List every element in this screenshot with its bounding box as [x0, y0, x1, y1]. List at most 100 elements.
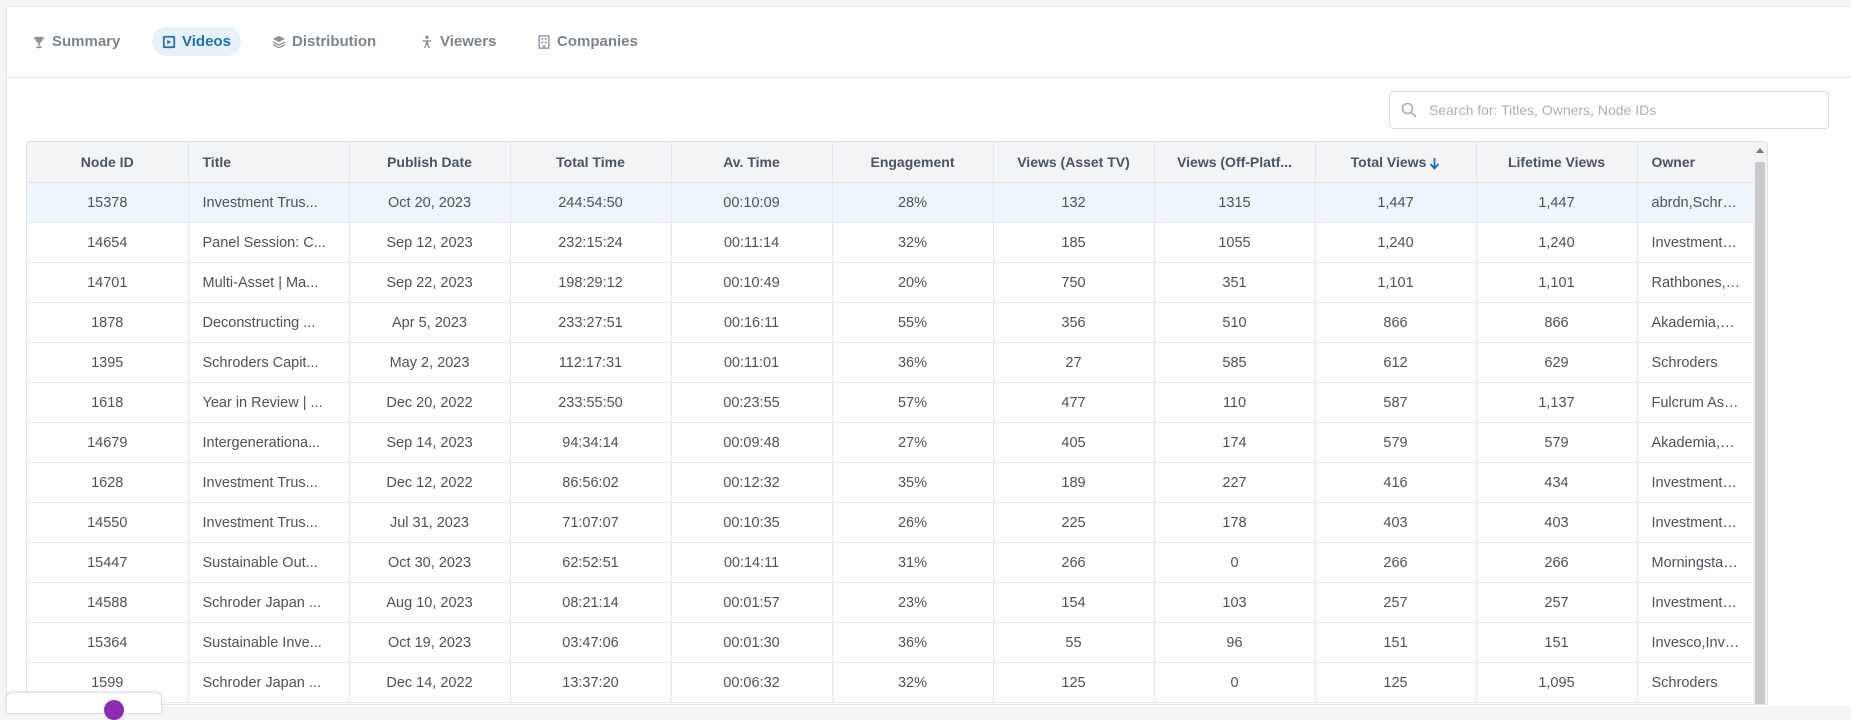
- chat-widget-tab[interactable]: [6, 692, 162, 720]
- table-row[interactable]: 14679 Intergenerationa... Sep 14, 2023 94:3…: [27, 422, 1756, 463]
- cell-views-asset-tv: 405: [993, 422, 1155, 463]
- cell-total-time: 94:34:14: [510, 422, 672, 463]
- table-row[interactable]: 1628 Investment Trus... Dec 12, 2022 86:56:…: [27, 462, 1756, 503]
- table-row[interactable]: 15447 Sustainable Out... Oct 30, 2023 62:52…: [27, 542, 1756, 583]
- header-engagement[interactable]: Engagement: [832, 142, 994, 183]
- cell-node-id: 1878: [27, 302, 189, 343]
- cell-views-off-platform: 103: [1154, 582, 1316, 623]
- tab-distribution-label: Distribution: [292, 33, 377, 50]
- table-row[interactable]: 14701 Multi-Asset | Ma... Sep 22, 2023 198:…: [27, 262, 1756, 303]
- cell-node-id: 14654: [27, 222, 189, 263]
- vertical-scrollbar[interactable]: [1753, 142, 1767, 704]
- table-row[interactable]: 14654 Panel Session: C... Sep 12, 2023 232:…: [27, 222, 1756, 263]
- cell-total-time: 62:52:51: [510, 542, 672, 583]
- cell-av-time: 00:06:32: [671, 662, 833, 703]
- table-row[interactable]: 15378 Investment Trus... Oct 20, 2023 244:5…: [27, 182, 1756, 223]
- cell-total-time: 86:56:02: [510, 462, 672, 503]
- videos-table: Node ID Title Publish Date Total Time Av…: [26, 141, 1768, 705]
- header-owner[interactable]: Owner: [1637, 142, 1756, 183]
- cell-views-off-platform: 585: [1154, 342, 1316, 383]
- cell-owner: Akademia,AJ Be...: [1637, 302, 1756, 343]
- cell-lifetime-views: 1,095: [1476, 662, 1638, 703]
- cell-engagement: 26%: [832, 502, 994, 543]
- cell-views-off-platform: 510: [1154, 302, 1316, 343]
- search-box[interactable]: [1389, 91, 1829, 129]
- header-total-views[interactable]: Total Views: [1315, 142, 1477, 183]
- cell-owner: Akademia,RBC ...: [1637, 422, 1756, 463]
- cell-views-off-platform: 351: [1154, 262, 1316, 303]
- cell-node-id: 1628: [27, 462, 189, 503]
- header-title[interactable]: Title: [188, 142, 350, 183]
- cell-av-time: 00:11:14: [671, 222, 833, 263]
- cell-node-id: 1618: [27, 382, 189, 423]
- cell-publish-date: Dec 20, 2022: [349, 382, 511, 423]
- cell-av-time: 00:12:32: [671, 462, 833, 503]
- cell-engagement: 31%: [832, 542, 994, 583]
- table-row[interactable]: 15364 Sustainable Inve... Oct 19, 2023 03:4…: [27, 622, 1756, 663]
- cell-engagement: 27%: [832, 422, 994, 463]
- cell-lifetime-views: 151: [1476, 622, 1638, 663]
- cell-total-time: 244:54:50: [510, 182, 672, 223]
- cell-engagement: 32%: [832, 222, 994, 263]
- cell-publish-date: Oct 19, 2023: [349, 622, 511, 663]
- cell-node-id: 14679: [27, 422, 189, 463]
- cell-views-asset-tv: 125: [993, 662, 1155, 703]
- scrollbar-thumb[interactable]: [1755, 162, 1765, 704]
- search-input[interactable]: [1427, 101, 1821, 119]
- cell-views-off-platform: 0: [1154, 662, 1316, 703]
- cell-views-off-platform: 174: [1154, 422, 1316, 463]
- search-icon: [1401, 102, 1417, 118]
- cell-total-views: 1,101: [1315, 262, 1477, 303]
- tab-videos-label: Videos: [182, 33, 231, 50]
- cell-total-views: 125: [1315, 662, 1477, 703]
- scroll-up-arrow-icon[interactable]: [1756, 148, 1764, 153]
- cell-views-asset-tv: 356: [993, 302, 1155, 343]
- cell-total-time: 232:15:24: [510, 222, 672, 263]
- cell-views-off-platform: 110: [1154, 382, 1316, 423]
- cell-engagement: 32%: [832, 662, 994, 703]
- header-views-off-platform[interactable]: Views (Off-Platf...: [1154, 142, 1316, 183]
- table-row[interactable]: 14588 Schroder Japan ... Aug 10, 2023 08:21…: [27, 582, 1756, 623]
- header-total-time[interactable]: Total Time: [510, 142, 672, 183]
- cell-engagement: 20%: [832, 262, 994, 303]
- cell-node-id: 14588: [27, 582, 189, 623]
- cell-lifetime-views: 1,447: [1476, 182, 1638, 223]
- tab-companies[interactable]: Companies: [527, 27, 648, 56]
- cell-publish-date: May 2, 2023: [349, 342, 511, 383]
- table-row[interactable]: 14550 Investment Trus... Jul 31, 2023 71:07…: [27, 502, 1756, 543]
- tab-summary[interactable]: Summary: [22, 27, 130, 56]
- cell-total-views: 866: [1315, 302, 1477, 343]
- table-row[interactable]: 1599 Schroder Japan ... Dec 14, 2022 13:37:…: [27, 662, 1756, 703]
- header-views-asset-tv[interactable]: Views (Asset TV): [993, 142, 1155, 183]
- tab-videos[interactable]: Videos: [152, 27, 241, 56]
- cell-node-id: 1395: [27, 342, 189, 383]
- cell-total-views: 587: [1315, 382, 1477, 423]
- cell-av-time: 00:10:09: [671, 182, 833, 223]
- cell-lifetime-views: 866: [1476, 302, 1638, 343]
- cell-views-asset-tv: 154: [993, 582, 1155, 623]
- header-node-id[interactable]: Node ID: [27, 142, 189, 183]
- cell-views-off-platform: 0: [1154, 542, 1316, 583]
- header-publish-date[interactable]: Publish Date: [349, 142, 511, 183]
- header-lifetime-views[interactable]: Lifetime Views: [1476, 142, 1638, 183]
- cell-views-asset-tv: 225: [993, 502, 1155, 543]
- cell-owner: Schroders: [1637, 342, 1756, 383]
- cell-lifetime-views: 257: [1476, 582, 1638, 623]
- cell-lifetime-views: 1,137: [1476, 382, 1638, 423]
- cell-total-time: 71:07:07: [510, 502, 672, 543]
- tab-viewers[interactable]: Viewers: [410, 27, 506, 56]
- cell-views-asset-tv: 55: [993, 622, 1155, 663]
- cell-total-time: 03:47:06: [510, 622, 672, 663]
- tab-bar: Summary Videos Distribution Viewers Comp…: [7, 7, 1851, 78]
- table-row[interactable]: 1618 Year in Review | ... Dec 20, 2022 233:…: [27, 382, 1756, 423]
- cell-av-time: 00:01:57: [671, 582, 833, 623]
- cell-total-views: 579: [1315, 422, 1477, 463]
- tab-distribution[interactable]: Distribution: [262, 27, 386, 56]
- chat-bubble-icon[interactable]: [104, 700, 124, 720]
- table-row[interactable]: 1395 Schroders Capit... May 2, 2023 112:17:…: [27, 342, 1756, 383]
- cell-engagement: 36%: [832, 622, 994, 663]
- cell-total-time: 198:29:12: [510, 262, 672, 303]
- table-row[interactable]: 1878 Deconstructing ... Apr 5, 2023 233:27:…: [27, 302, 1756, 343]
- cell-lifetime-views: 403: [1476, 502, 1638, 543]
- header-av-time[interactable]: Av. Time: [671, 142, 833, 183]
